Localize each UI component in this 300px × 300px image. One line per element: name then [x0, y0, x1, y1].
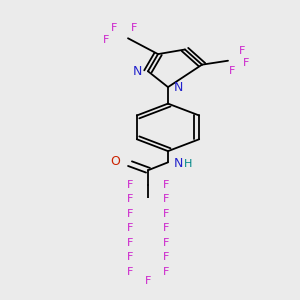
Text: F: F: [127, 180, 133, 190]
Text: F: F: [163, 252, 169, 262]
Text: F: F: [163, 238, 169, 248]
Text: F: F: [145, 276, 151, 286]
Text: F: F: [239, 46, 245, 56]
Text: F: F: [127, 223, 133, 233]
Text: N: N: [174, 81, 183, 94]
Text: F: F: [163, 209, 169, 219]
Text: F: F: [111, 23, 117, 33]
Text: F: F: [243, 58, 249, 68]
Text: F: F: [127, 209, 133, 219]
Text: F: F: [163, 180, 169, 190]
Text: N: N: [133, 65, 142, 78]
Text: F: F: [131, 23, 137, 33]
Text: F: F: [163, 194, 169, 204]
Text: F: F: [127, 252, 133, 262]
Text: F: F: [127, 194, 133, 204]
Text: F: F: [127, 267, 133, 277]
Text: F: F: [127, 238, 133, 248]
Text: H: H: [184, 159, 192, 169]
Text: F: F: [103, 34, 109, 45]
Text: F: F: [163, 223, 169, 233]
Text: F: F: [229, 66, 235, 76]
Text: N: N: [174, 157, 183, 170]
Text: F: F: [163, 267, 169, 277]
Text: O: O: [110, 154, 120, 167]
